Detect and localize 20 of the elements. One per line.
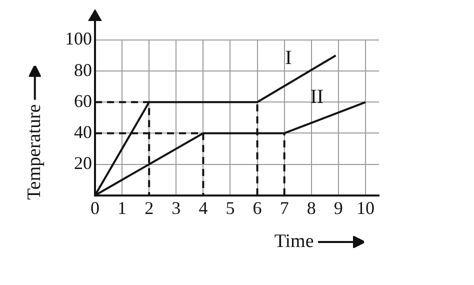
x-tick-label: 10 [356,198,374,218]
x-tick-label: 2 [144,198,154,218]
y-tick-label: 60 [74,90,92,111]
x-tick-label: 3 [172,198,181,218]
y-tick-label: 40 [74,122,92,142]
y-tick-label: 80 [74,60,92,80]
x-tick-label: 5 [226,198,235,218]
series-label: II [310,86,324,108]
x-tick-label: 1 [118,198,127,218]
x-tick-label: 6 [252,198,262,218]
x-axis-title: Time [274,231,314,254]
x-tick-label: 0 [90,198,100,218]
x-tick-label: 8 [306,198,316,218]
series-label: I [285,47,292,70]
y-tick-label: 20 [74,153,92,174]
y-axis-title: Temperature [24,104,46,200]
x-tick-label: 7 [280,198,289,218]
y-tick-label: 100 [65,28,92,49]
x-tick-label: 4 [198,198,208,218]
x-tick-label: 9 [334,198,343,218]
